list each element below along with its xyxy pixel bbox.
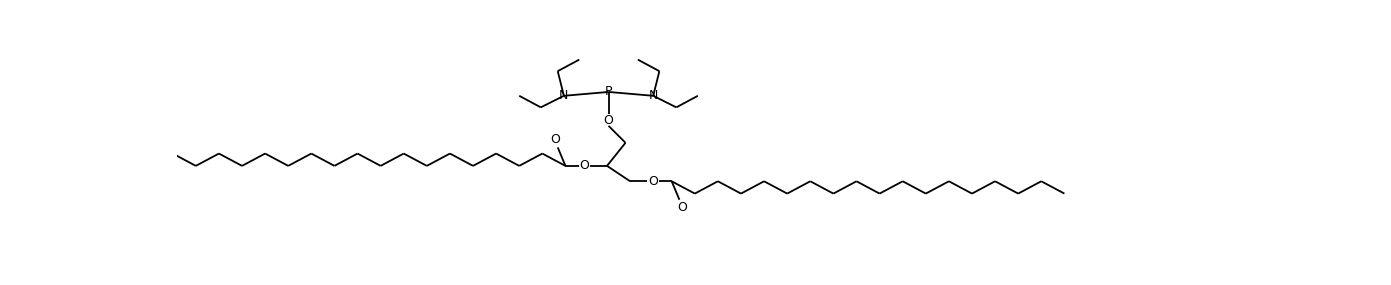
Text: O: O	[648, 175, 658, 188]
Text: N: N	[648, 89, 658, 102]
Text: O: O	[604, 114, 613, 127]
Text: O: O	[551, 133, 561, 146]
Text: N: N	[559, 89, 569, 102]
Text: O: O	[677, 201, 687, 214]
Text: O: O	[579, 159, 588, 172]
Text: P: P	[605, 86, 612, 98]
